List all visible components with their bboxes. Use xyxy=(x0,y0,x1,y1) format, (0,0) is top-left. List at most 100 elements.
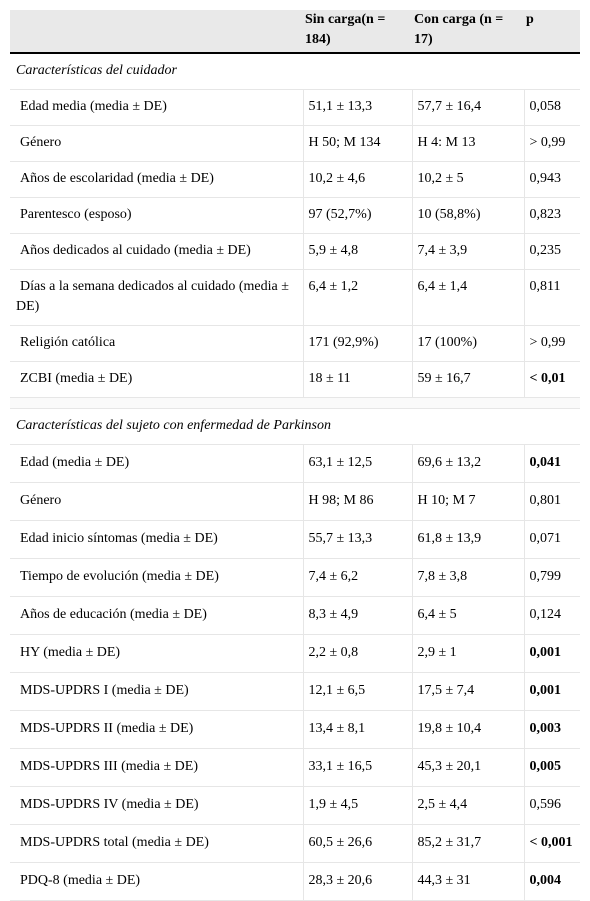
value-cell: 13,4 ± 8,1 xyxy=(303,710,413,749)
section-row: Características del cuidador xyxy=(10,53,580,90)
data-row: Parentesco (esposo) 97 (52,7%) 10 (58,8%) 0… xyxy=(10,197,580,234)
value-cell: 6,4 ± 1,4 xyxy=(412,269,525,326)
row-label: MDS-UPDRS total (media ± DE) xyxy=(10,824,304,863)
data-row: Edad media (media ± DE) 51,1 ± 13,3 57,7 ±… xyxy=(10,89,580,126)
header-empty xyxy=(10,10,303,54)
row-label: Edad (media ± DE) xyxy=(10,444,304,483)
p-value: 0,001 xyxy=(524,672,580,711)
row-label: Género xyxy=(10,125,304,162)
value-cell: 17 (100%) xyxy=(412,325,525,362)
value-cell: H 10; M 7 xyxy=(412,482,525,521)
spacer-row xyxy=(10,397,580,409)
value-cell: 97 (52,7%) xyxy=(303,197,413,234)
p-value: 0,799 xyxy=(524,558,580,597)
value-cell: 61,8 ± 13,9 xyxy=(412,520,525,559)
p-value: 0,235 xyxy=(524,233,580,270)
p-value: 0,005 xyxy=(524,748,580,787)
p-value: 0,041 xyxy=(524,444,580,483)
value-cell: H 98; M 86 xyxy=(303,482,413,521)
p-value: 0,801 xyxy=(524,482,580,521)
data-row: Años dedicados al cuidado (media ± DE) 5,… xyxy=(10,233,580,270)
value-cell: 57,7 ± 16,4 xyxy=(412,89,525,126)
row-label: MDS-UPDRS I (media ± DE) xyxy=(10,672,304,711)
value-cell: 6,4 ± 5 xyxy=(412,596,525,635)
header-row: Sin carga(n = 184) Con carga (n = 17) p xyxy=(10,10,580,54)
section-title: Características del sujeto con enfermeda… xyxy=(10,408,580,445)
p-value: < 0,01 xyxy=(524,361,580,398)
row-label: Tiempo de evolución (media ± DE) xyxy=(10,558,304,597)
value-cell: 2,5 ± 4,4 xyxy=(412,786,525,825)
value-cell: 12,1 ± 6,5 xyxy=(303,672,413,711)
value-cell: H 50; M 134 xyxy=(303,125,413,162)
p-value: 0,003 xyxy=(524,710,580,749)
row-label: Religión católica xyxy=(10,325,304,362)
data-row: MDS-UPDRS II (media ± DE) 13,4 ± 8,1 19,8 … xyxy=(10,710,580,749)
row-label: Años de escolaridad (media ± DE) xyxy=(10,161,304,198)
value-cell: H 4: M 13 xyxy=(412,125,525,162)
value-cell: 2,2 ± 0,8 xyxy=(303,634,413,673)
value-cell: 85,2 ± 31,7 xyxy=(412,824,525,863)
value-cell: 6,4 ± 1,2 xyxy=(303,269,413,326)
row-label: PDQ-8 (media ± DE) xyxy=(10,862,304,901)
p-value: > 0,99 xyxy=(524,125,580,162)
spacer-cell xyxy=(10,397,580,409)
value-cell: 10,2 ± 4,6 xyxy=(303,161,413,198)
data-row: MDS-UPDRS total (media ± DE) 60,5 ± 26,6 8… xyxy=(10,824,580,863)
p-value: 0,811 xyxy=(524,269,580,326)
value-cell: 7,4 ± 3,9 xyxy=(412,233,525,270)
page: Sin carga(n = 184) Con carga (n = 17) p … xyxy=(10,10,580,901)
table-body: Características del cuidador Edad media (… xyxy=(10,53,580,901)
data-row: Edad (media ± DE) 63,1 ± 12,5 69,6 ± 13,2 0… xyxy=(10,444,580,483)
data-row: HY (media ± DE) 2,2 ± 0,8 2,9 ± 1 0,001 xyxy=(10,634,580,673)
value-cell: 55,7 ± 13,3 xyxy=(303,520,413,559)
value-cell: 10,2 ± 5 xyxy=(412,161,525,198)
data-row: PDQ-8 (media ± DE) 28,3 ± 20,6 44,3 ± 31 0,… xyxy=(10,862,580,901)
value-cell: 45,3 ± 20,1 xyxy=(412,748,525,787)
value-cell: 1,9 ± 4,5 xyxy=(303,786,413,825)
data-row: Género H 98; M 86 H 10; M 7 0,801 xyxy=(10,482,580,521)
value-cell: 8,3 ± 4,9 xyxy=(303,596,413,635)
value-cell: 60,5 ± 26,6 xyxy=(303,824,413,863)
p-value: < 0,001 xyxy=(524,824,580,863)
p-value: 0,124 xyxy=(524,596,580,635)
data-row: MDS-UPDRS III (media ± DE) 33,1 ± 16,5 45,… xyxy=(10,748,580,787)
data-row: Edad inicio síntomas (media ± DE) 55,7 ± … xyxy=(10,520,580,559)
value-cell: 171 (92,9%) xyxy=(303,325,413,362)
row-label: Parentesco (esposo) xyxy=(10,197,304,234)
header-cell: p xyxy=(524,10,580,54)
value-cell: 69,6 ± 13,2 xyxy=(412,444,525,483)
row-label: MDS-UPDRS II (media ± DE) xyxy=(10,710,304,749)
table-header: Sin carga(n = 184) Con carga (n = 17) p xyxy=(10,10,580,54)
header-cell: Sin carga(n = 184) xyxy=(303,10,412,54)
header-cell: Con carga (n = 17) xyxy=(412,10,524,54)
row-label: Edad inicio síntomas (media ± DE) xyxy=(10,520,304,559)
data-row: MDS-UPDRS IV (media ± DE) 1,9 ± 4,5 2,5 ± … xyxy=(10,786,580,825)
row-label: Género xyxy=(10,482,304,521)
value-cell: 7,4 ± 6,2 xyxy=(303,558,413,597)
data-row: Tiempo de evolución (media ± DE) 7,4 ± 6,… xyxy=(10,558,580,597)
value-cell: 63,1 ± 12,5 xyxy=(303,444,413,483)
p-value: 0,823 xyxy=(524,197,580,234)
data-row: Días a la semana dedicados al cuidado (m… xyxy=(10,269,580,326)
section-row: Características del sujeto con enfermeda… xyxy=(10,408,580,445)
value-cell: 7,8 ± 3,8 xyxy=(412,558,525,597)
data-row: Religión católica 171 (92,9%) 17 (100%) > 0… xyxy=(10,325,580,362)
row-label: Años de educación (media ± DE) xyxy=(10,596,304,635)
p-value: > 0,99 xyxy=(524,325,580,362)
p-value: 0,058 xyxy=(524,89,580,126)
row-label: Edad media (media ± DE) xyxy=(10,89,304,126)
value-cell: 28,3 ± 20,6 xyxy=(303,862,413,901)
value-cell: 5,9 ± 4,8 xyxy=(303,233,413,270)
value-cell: 19,8 ± 10,4 xyxy=(412,710,525,749)
data-row: Género H 50; M 134 H 4: M 13 > 0,99 xyxy=(10,125,580,162)
value-cell: 18 ± 11 xyxy=(303,361,413,398)
row-label: Días a la semana dedicados al cuidado (m… xyxy=(10,269,304,326)
value-cell: 10 (58,8%) xyxy=(412,197,525,234)
value-cell: 2,9 ± 1 xyxy=(412,634,525,673)
p-value: 0,001 xyxy=(524,634,580,673)
row-label: HY (media ± DE) xyxy=(10,634,304,673)
row-label: MDS-UPDRS III (media ± DE) xyxy=(10,748,304,787)
data-table: Sin carga(n = 184) Con carga (n = 17) p … xyxy=(10,10,580,901)
data-row: ZCBI (media ± DE) 18 ± 11 59 ± 16,7 < 0,01 xyxy=(10,361,580,398)
data-row: Años de escolaridad (media ± DE) 10,2 ± 4… xyxy=(10,161,580,198)
